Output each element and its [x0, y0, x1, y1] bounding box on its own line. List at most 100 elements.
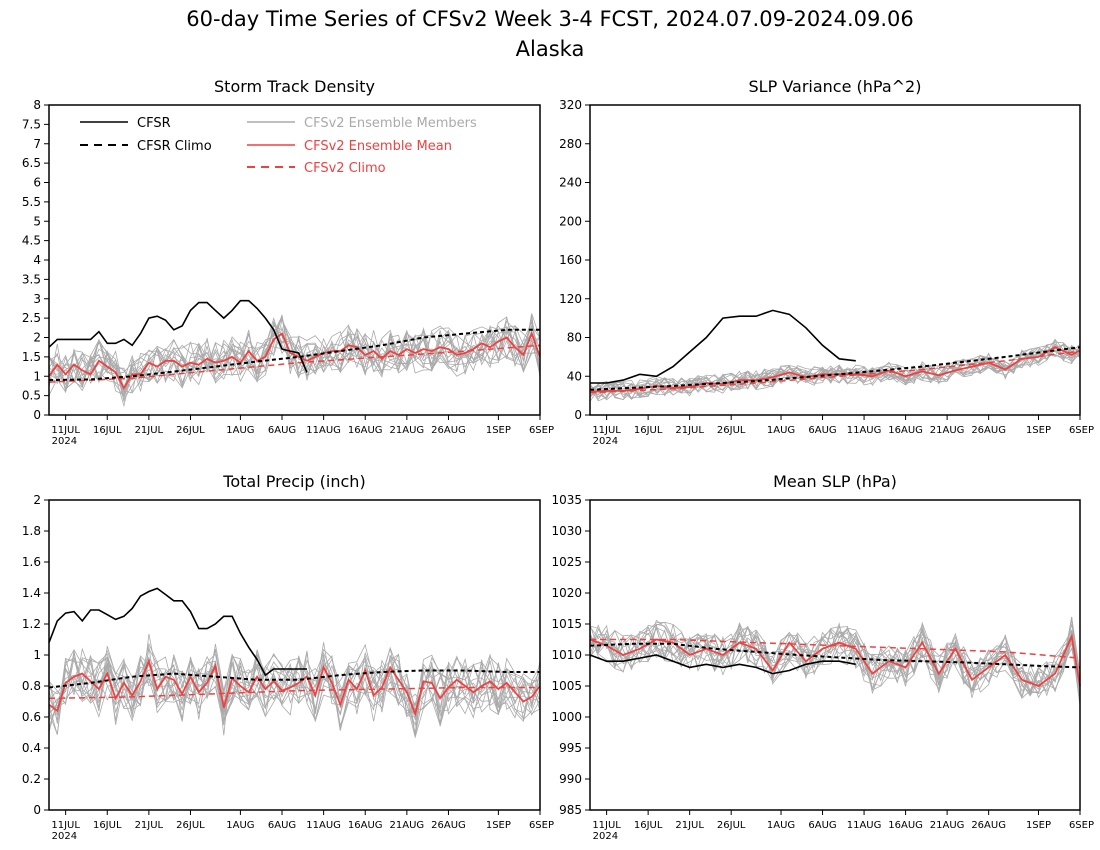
x-tick-label: 26AUG	[971, 425, 1006, 436]
y-tick-label: 4.5	[22, 234, 41, 248]
legend: CFSR CFSR Climo CFSv2 Ensemble Members CFSv…	[80, 116, 477, 176]
x-tick-label: 1AUG	[226, 425, 254, 436]
x-tick-label: 11AUG	[306, 425, 341, 436]
panel-title: Mean SLP (hPa)	[773, 472, 897, 491]
y-tick-label: 0.6	[22, 710, 41, 724]
x-tick-label: 26JUL	[717, 820, 746, 831]
ensemble-member-line	[589, 343, 1081, 400]
series-line-ens-mean	[589, 346, 1081, 393]
series-line-cfsv2-climo	[48, 344, 541, 383]
x-tick-label: 1SEP	[1026, 820, 1051, 831]
y-tick-label: 985	[559, 803, 582, 817]
series-line-cfsr	[590, 309, 856, 384]
panels: Storm Track Density 0 0.5 1 1.5 2 2.5 3 3.5 4 4.5 5…	[22, 77, 1094, 842]
ensemble-member-line	[48, 324, 541, 402]
x-tick-label: 6SEP	[529, 425, 554, 436]
x-tick-label: 11JUL	[592, 820, 621, 831]
x-tick-label: 11JUL	[51, 425, 80, 436]
y-tick-label: 0	[574, 408, 582, 422]
series-line-cfsr	[589, 654, 856, 675]
x-tick-label: 26JUL	[176, 820, 205, 831]
x-tick-label: 11AUG	[847, 820, 882, 831]
x-tick-label: 11JUL	[592, 425, 621, 436]
y-tick-label: 200	[559, 214, 582, 228]
ensemble-member-line	[589, 624, 1081, 706]
x-tick-label: 16JUL	[93, 425, 122, 436]
y-tick-label: 6	[33, 176, 41, 190]
y-tick-label: 5	[33, 214, 41, 228]
x-tick-label: 21AUG	[390, 425, 425, 436]
y-tick-label: 0.2	[22, 772, 41, 786]
panel-title: SLP Variance (hPa^2)	[749, 77, 922, 96]
x-tick-label: 16JUL	[634, 820, 663, 831]
series-line-cfsr	[48, 299, 308, 373]
y-tick-label: 1.4	[22, 586, 41, 600]
legend-label: CFSv2 Ensemble Mean	[304, 139, 452, 154]
y-tick-label: 1.8	[22, 524, 41, 538]
x-tick-label: 1SEP	[486, 425, 511, 436]
ensemble-member-line	[48, 652, 541, 737]
x-tick-label: 1AUG	[767, 425, 795, 436]
y-tick-label: 1015	[551, 617, 582, 631]
x-tick-label: 6AUG	[268, 820, 296, 831]
series-line-ens-mean	[589, 633, 1081, 688]
ensemble-member-line	[48, 642, 541, 721]
x-tick-label: 21JUL	[135, 425, 164, 436]
y-tick-label: 1035	[551, 493, 582, 507]
x-year-label: 2024	[593, 831, 618, 842]
x-tick-label: 11AUG	[306, 820, 341, 831]
y-tick-label: 1.6	[22, 555, 41, 569]
ensemble-member-line	[589, 343, 1081, 399]
x-tick-label: 1AUG	[767, 820, 795, 831]
legend-label: CFSR	[137, 116, 171, 131]
y-tick-label: 2.5	[22, 311, 41, 325]
x-tick-label: 6SEP	[1069, 425, 1094, 436]
ensemble-member-line	[48, 313, 541, 397]
x-tick-label: 11JUL	[51, 820, 80, 831]
x-tick-label: 21JUL	[675, 425, 704, 436]
y-tick-label: 1025	[551, 555, 582, 569]
panel-title: Storm Track Density	[214, 77, 375, 96]
y-tick-label: 2	[33, 493, 41, 507]
series-line-cfsv2-climo	[590, 638, 1081, 659]
ensemble-member-line	[589, 624, 1081, 698]
x-tick-label: 16AUG	[888, 425, 923, 436]
x-tick-label: 26AUG	[431, 820, 466, 831]
ensemble-members	[48, 313, 541, 408]
y-tick-label: 0.4	[22, 741, 41, 755]
x-tick-label: 16AUG	[888, 820, 923, 831]
ensemble-member-line	[48, 648, 541, 722]
ensemble-member-line	[589, 623, 1081, 698]
series-line-ens-mean	[48, 331, 541, 390]
y-tick-label: 1000	[551, 710, 582, 724]
plot-frame	[48, 499, 541, 811]
y-tick-label: 2	[33, 331, 41, 345]
plot-frame	[48, 104, 541, 416]
x-tick-label: 21AUG	[930, 425, 965, 436]
panel-title: Total Precip (inch)	[222, 472, 365, 491]
ensemble-member-line	[48, 647, 541, 721]
y-tick-label: 7	[33, 137, 41, 151]
legend-label: CFSR Climo	[137, 139, 212, 154]
y-tick-label: 0	[33, 408, 41, 422]
y-tick-label: 1	[33, 648, 41, 662]
x-tick-label: 16JUL	[634, 425, 663, 436]
y-tick-label: 1.2	[22, 617, 41, 631]
plot-frame	[589, 104, 1081, 416]
chart-panel-4: Mean SLP (hPa) 985 990 995 1000 1005 1010 1015 1…	[551, 472, 1094, 842]
y-tick-label: 7.5	[22, 117, 41, 131]
y-tick-label: 280	[559, 137, 582, 151]
x-tick-label: 6SEP	[1069, 820, 1094, 831]
series-line-cfsr	[48, 587, 307, 677]
chart-panel-2: SLP Variance (hPa^2) 0 40 80 120 160 200 240 280…	[559, 77, 1094, 447]
plot-frame	[589, 499, 1081, 811]
series-line-ens-mean	[48, 658, 541, 717]
ensemble-member-line	[589, 624, 1081, 698]
figure-title: 60-day Time Series of CFSv2 Week 3-4 FCS…	[186, 7, 914, 31]
x-tick-label: 26JUL	[176, 425, 205, 436]
x-tick-label: 26AUG	[431, 425, 466, 436]
x-tick-label: 1AUG	[226, 820, 254, 831]
y-tick-label: 1.5	[22, 350, 41, 364]
x-tick-label: 26AUG	[971, 820, 1006, 831]
